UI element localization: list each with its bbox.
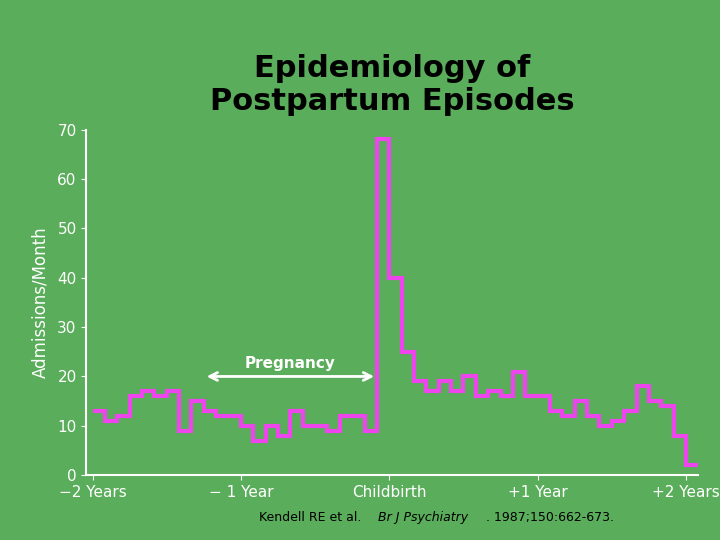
Text: Kendell RE et al.: Kendell RE et al. (259, 511, 366, 524)
Text: . 1987;150:662-673.: . 1987;150:662-673. (486, 511, 614, 524)
Text: Pregnancy: Pregnancy (245, 355, 336, 370)
Text: Br J Psychiatry: Br J Psychiatry (378, 511, 468, 524)
Y-axis label: Admissions/Month: Admissions/Month (31, 227, 49, 378)
Title: Epidemiology of
Postpartum Episodes: Epidemiology of Postpartum Episodes (210, 53, 575, 116)
